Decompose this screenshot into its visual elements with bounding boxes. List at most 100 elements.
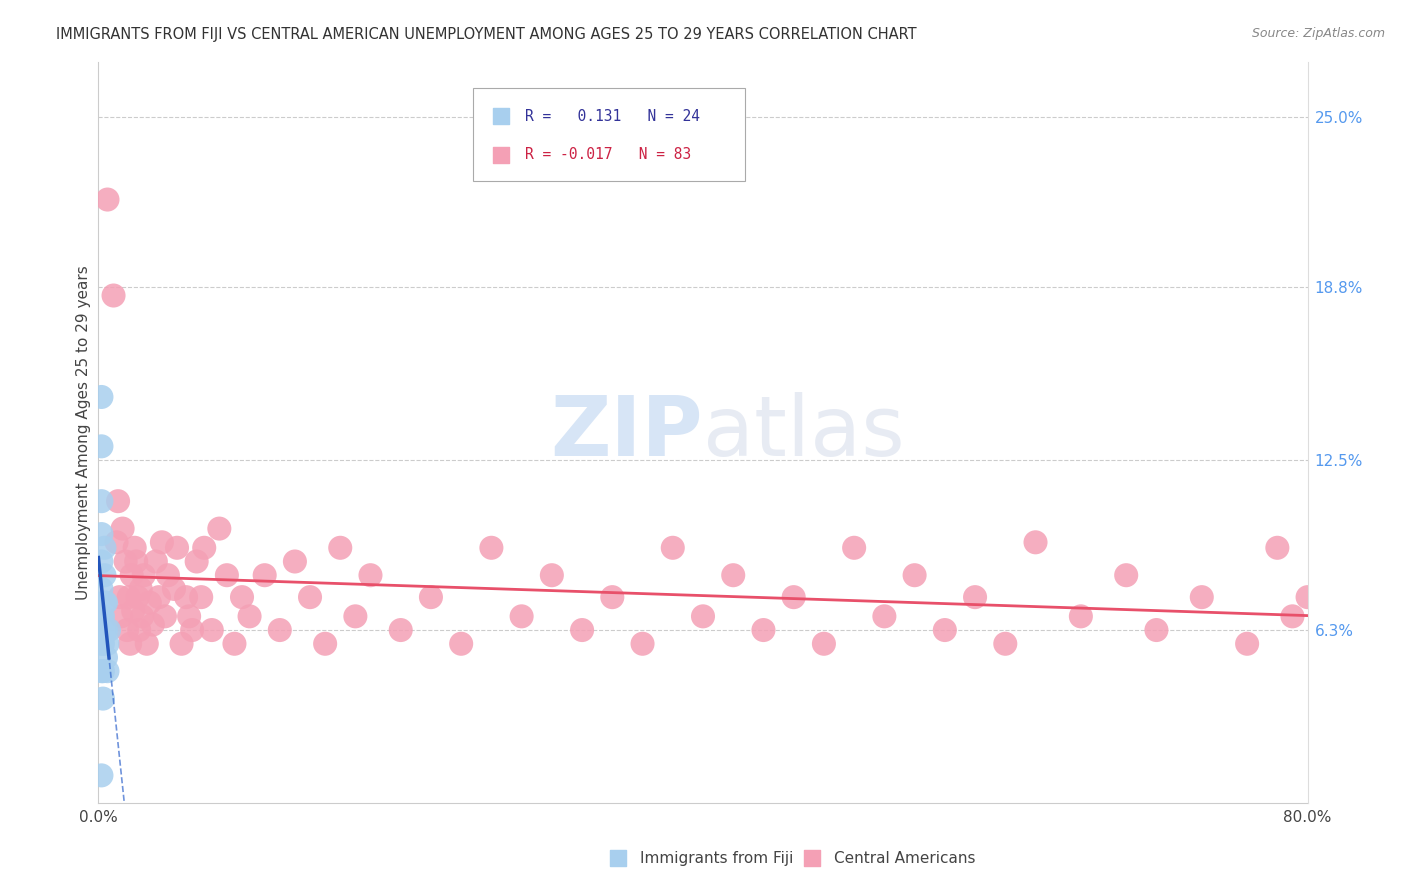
Point bbox=[571, 623, 593, 637]
Point bbox=[239, 609, 262, 624]
Point bbox=[163, 582, 186, 596]
Point bbox=[783, 590, 806, 604]
Point bbox=[752, 623, 775, 637]
Point bbox=[90, 554, 112, 568]
Text: IMMIGRANTS FROM FIJI VS CENTRAL AMERICAN UNEMPLOYMENT AMONG AGES 25 TO 29 YEARS : IMMIGRANTS FROM FIJI VS CENTRAL AMERICAN… bbox=[56, 27, 917, 42]
Point bbox=[121, 568, 143, 582]
Point bbox=[90, 390, 112, 404]
Point bbox=[174, 590, 197, 604]
Point bbox=[1267, 541, 1289, 555]
Point bbox=[510, 609, 533, 624]
Point bbox=[284, 554, 307, 568]
Point bbox=[120, 637, 142, 651]
Text: Source: ZipAtlas.com: Source: ZipAtlas.com bbox=[1251, 27, 1385, 40]
Point bbox=[904, 568, 927, 582]
Point bbox=[110, 609, 132, 624]
Point bbox=[96, 664, 118, 678]
Point bbox=[156, 568, 179, 582]
Text: Central Americans: Central Americans bbox=[834, 851, 976, 866]
Point bbox=[201, 623, 224, 637]
Point bbox=[224, 637, 246, 651]
Point bbox=[98, 623, 121, 637]
Point bbox=[135, 637, 157, 651]
Point bbox=[139, 596, 162, 610]
Point bbox=[231, 590, 253, 604]
Point bbox=[723, 568, 745, 582]
Point bbox=[1236, 637, 1258, 651]
Point bbox=[105, 535, 128, 549]
Point bbox=[96, 637, 118, 651]
Point bbox=[420, 590, 443, 604]
Point bbox=[90, 637, 112, 651]
Point bbox=[602, 590, 624, 604]
Point bbox=[215, 568, 238, 582]
Point bbox=[115, 623, 138, 637]
Point bbox=[129, 582, 152, 596]
Point bbox=[153, 609, 176, 624]
Point bbox=[118, 590, 141, 604]
Point bbox=[132, 568, 155, 582]
Point bbox=[873, 609, 896, 624]
Point bbox=[148, 590, 170, 604]
Point bbox=[360, 568, 382, 582]
Point bbox=[965, 590, 987, 604]
Point bbox=[90, 439, 112, 453]
Point bbox=[181, 623, 204, 637]
Text: R =   0.131   N = 24: R = 0.131 N = 24 bbox=[526, 109, 700, 124]
Point bbox=[145, 554, 167, 568]
Point bbox=[91, 609, 114, 624]
Point bbox=[179, 609, 201, 624]
Point bbox=[103, 288, 125, 302]
Point bbox=[692, 609, 714, 624]
Point bbox=[208, 522, 231, 536]
Point bbox=[269, 623, 291, 637]
Point bbox=[1115, 568, 1137, 582]
Point bbox=[1296, 590, 1319, 604]
Point bbox=[166, 541, 188, 555]
Point bbox=[131, 609, 153, 624]
Point bbox=[91, 664, 114, 678]
FancyBboxPatch shape bbox=[474, 88, 745, 181]
Point bbox=[450, 637, 472, 651]
Point bbox=[94, 596, 117, 610]
Point bbox=[90, 664, 112, 678]
Point bbox=[844, 541, 866, 555]
Point bbox=[193, 541, 215, 555]
Point bbox=[93, 596, 115, 610]
Point bbox=[107, 494, 129, 508]
Point bbox=[934, 623, 956, 637]
Point bbox=[90, 609, 112, 624]
Point bbox=[93, 623, 115, 637]
Point bbox=[994, 637, 1017, 651]
Point bbox=[481, 541, 503, 555]
Point bbox=[1144, 623, 1167, 637]
Point bbox=[631, 637, 654, 651]
Point bbox=[540, 568, 562, 582]
Point bbox=[1070, 609, 1092, 624]
Point bbox=[93, 541, 115, 555]
Point bbox=[1024, 535, 1046, 549]
Point bbox=[93, 568, 115, 582]
Point bbox=[127, 590, 149, 604]
Point bbox=[150, 535, 173, 549]
Point bbox=[124, 541, 146, 555]
Point bbox=[389, 623, 412, 637]
Text: R = -0.017   N = 83: R = -0.017 N = 83 bbox=[526, 147, 692, 162]
Point bbox=[299, 590, 322, 604]
Y-axis label: Unemployment Among Ages 25 to 29 years: Unemployment Among Ages 25 to 29 years bbox=[76, 265, 91, 600]
Point bbox=[813, 637, 835, 651]
Point bbox=[125, 554, 148, 568]
Point bbox=[90, 494, 112, 508]
Point bbox=[90, 768, 112, 782]
Point bbox=[96, 193, 118, 207]
Point bbox=[128, 623, 150, 637]
Point bbox=[170, 637, 193, 651]
Point bbox=[186, 554, 208, 568]
Point bbox=[108, 590, 131, 604]
Point bbox=[94, 650, 117, 665]
Point bbox=[114, 554, 136, 568]
Text: ZIP: ZIP bbox=[551, 392, 703, 473]
Point bbox=[122, 604, 145, 618]
Point bbox=[111, 522, 134, 536]
Point bbox=[94, 623, 117, 637]
